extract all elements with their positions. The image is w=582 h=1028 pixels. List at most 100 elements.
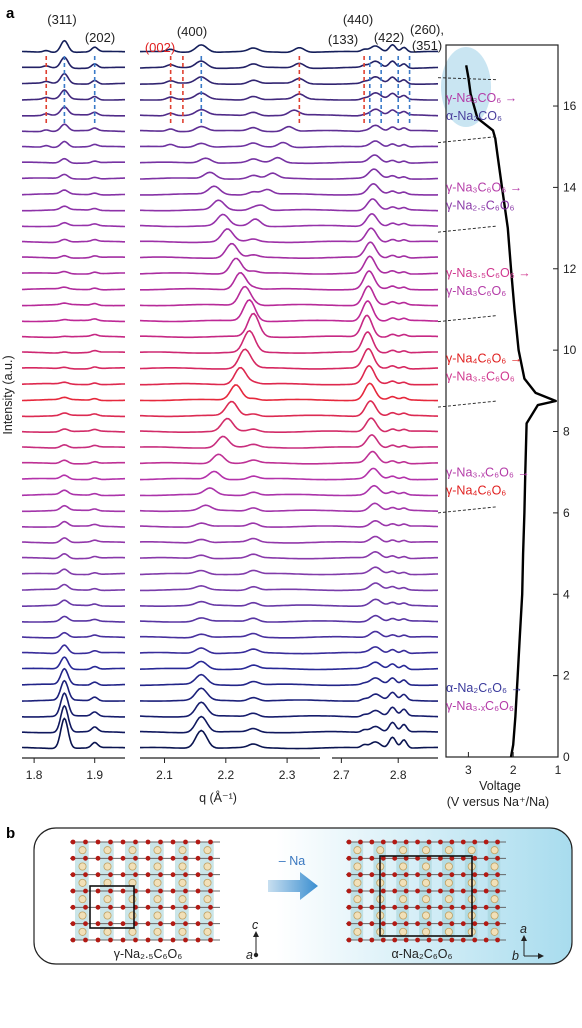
crystal-left-sodium-0-2 (128, 846, 137, 855)
crystal-left-sodium-2-4 (178, 878, 187, 887)
xrd-pattern-3-12 (329, 550, 438, 560)
crystal-left-oxygen-5-1 (83, 921, 88, 927)
crystal-right-sodium-3-2 (399, 895, 408, 904)
crystal-left-sodium-3-0 (78, 895, 87, 904)
crystal-left-oxygen-6-0 (70, 937, 76, 943)
crystal-left-oxygen-2-5 (133, 872, 138, 878)
xrd-pattern-1-20 (22, 428, 126, 433)
crystal-right-oxygen-1-0 (346, 855, 352, 861)
crystal-right-oxygen-3-3 (380, 888, 386, 894)
crystal-right-oxygen-5-1 (358, 921, 363, 927)
crystal-right-oxygen-4-8 (438, 904, 443, 910)
crystal-left-oxygen-3-2 (95, 888, 101, 894)
crystal-left-oxygen-1-4 (120, 855, 126, 861)
crystal-right-oxygen-1-2 (369, 855, 375, 861)
crystal-right-oxygen-1-8 (438, 855, 443, 861)
xrd-pattern-3-44 (329, 43, 438, 53)
crystal-right-oxygen-1-1 (358, 855, 363, 861)
crystal-left-oxygen-5-2 (95, 921, 101, 927)
xrd-pattern-2-42 (139, 76, 330, 85)
crystal-left-oxygen-5-0 (70, 921, 76, 927)
xrd-pattern-1-7 (22, 631, 126, 639)
peak-label-202: (202) (85, 30, 115, 45)
crystal-right-oxygen-6-10 (460, 937, 466, 943)
xrd-pattern-2-27 (139, 298, 330, 323)
crystal-left-sodium-1-1 (103, 862, 112, 871)
crystal-right-oxygen-5-6 (415, 921, 420, 927)
xrd-pattern-3-22 (329, 382, 438, 402)
xrd-pattern-2-3 (140, 687, 331, 702)
crystal-left-sodium-0-0 (78, 846, 87, 855)
crystal-right-oxygen-6-7 (426, 937, 432, 943)
crystal-left-oxygen-3-3 (108, 888, 113, 894)
left-structure-label: γ-Na₂.₅C₆O₆ (114, 947, 183, 961)
xrd-pattern-1-13 (21, 537, 125, 544)
xrd-pattern-1-29 (21, 286, 125, 291)
xrd-pattern-3-26 (330, 314, 438, 338)
crystal-right-oxygen-4-0 (346, 904, 352, 910)
crystal-left-sodium-2-3 (153, 878, 162, 887)
crystal-right-oxygen-6-8 (438, 937, 443, 943)
panel-a-letter: a (6, 5, 15, 22)
crystal-left-oxygen-1-1 (83, 855, 88, 861)
crystal-right-oxygen-0-1 (358, 839, 363, 845)
xrd-pattern-1-19 (22, 443, 125, 449)
crystal-right-oxygen-2-7 (426, 872, 432, 878)
crystal-right-oxygen-2-12 (483, 872, 489, 878)
crystal-right-sodium-3-6 (490, 895, 499, 904)
xrd-pattern-1-8 (22, 615, 125, 623)
xrd-pattern-3-36 (330, 168, 439, 180)
crystal-right-sodium-0-6 (490, 846, 499, 855)
crystal-left-unit-cell (89, 885, 135, 929)
xrd-pattern-1-11 (22, 568, 125, 576)
crystal-left-oxygen-1-8 (170, 855, 176, 861)
transition-arrow (268, 872, 318, 900)
crystal-right-oxygen-0-12 (483, 839, 489, 845)
crystal-left-oxygen-0-4 (120, 839, 126, 845)
crystal-left-oxygen-6-8 (170, 937, 176, 943)
crystal-right-sodium-4-4 (444, 911, 453, 920)
xrd-pattern-3-2 (330, 706, 439, 718)
crystal-right-oxygen-3-10 (460, 888, 466, 894)
crystal-right-oxygen-3-12 (483, 888, 489, 894)
crystal-left-oxygen-2-2 (95, 872, 101, 878)
crystal-right-oxygen-5-13 (495, 921, 500, 927)
crystal-left-sodium-3-4 (178, 895, 187, 904)
xrd-pattern-2-39 (140, 125, 331, 133)
xrd-pattern-1-38 (21, 140, 126, 149)
xrd-pattern-1-25 (22, 349, 125, 354)
left-axis-h: a (246, 948, 253, 962)
crystal-right-oxygen-1-5 (403, 855, 409, 861)
crystal-left-oxygen-4-9 (183, 904, 188, 910)
xrd-pattern-3-28 (330, 285, 438, 307)
phase-boundary-4 (437, 136, 497, 144)
xrd-pattern-2-2 (139, 701, 331, 718)
xrd-pattern-2-5 (139, 660, 330, 671)
crystal-left-sodium-2-0 (78, 878, 87, 887)
xrd-pattern-3-42 (330, 75, 438, 85)
xrd-pattern-3-23 (330, 365, 439, 386)
crystal-structure-left (70, 839, 220, 943)
crystal-left-oxygen-6-3 (108, 937, 113, 943)
xrd-pattern-2-11 (140, 569, 330, 576)
crystal-left-oxygen-1-11 (208, 855, 213, 861)
crystal-right-unit-cell (379, 855, 473, 937)
crystal-left-oxygen-2-10 (195, 872, 201, 878)
crystal-right-oxygen-5-2 (369, 921, 375, 927)
t-tick-label-6: 12 (563, 262, 577, 276)
crystal-left-oxygen-2-8 (170, 872, 176, 878)
crystal-left-oxygen-3-6 (145, 888, 151, 894)
phase-labels: γ-Na₃CO₆ → α-Na₂CO₆ γ-Na₃C₆O₆ → γ-Na₂.₅C₆O₆… (437, 77, 531, 713)
xrd-pattern-2-12 (139, 553, 331, 560)
crystal-left-oxygen-3-8 (170, 888, 176, 894)
voltage-unit: (V versus Na⁺/Na) (447, 795, 549, 809)
xrd-pattern-1-30 (22, 270, 126, 275)
crystal-left-oxygen-6-11 (208, 937, 213, 943)
crystal-right-oxygen-0-10 (460, 839, 466, 845)
xrd-pattern-2-37 (139, 156, 331, 165)
crystal-right-sodium-2-0 (353, 878, 362, 887)
crystal-right-oxygen-2-1 (358, 872, 363, 878)
crystal-left-sodium-1-0 (78, 862, 87, 871)
crystal-left-oxygen-1-3 (108, 855, 113, 861)
